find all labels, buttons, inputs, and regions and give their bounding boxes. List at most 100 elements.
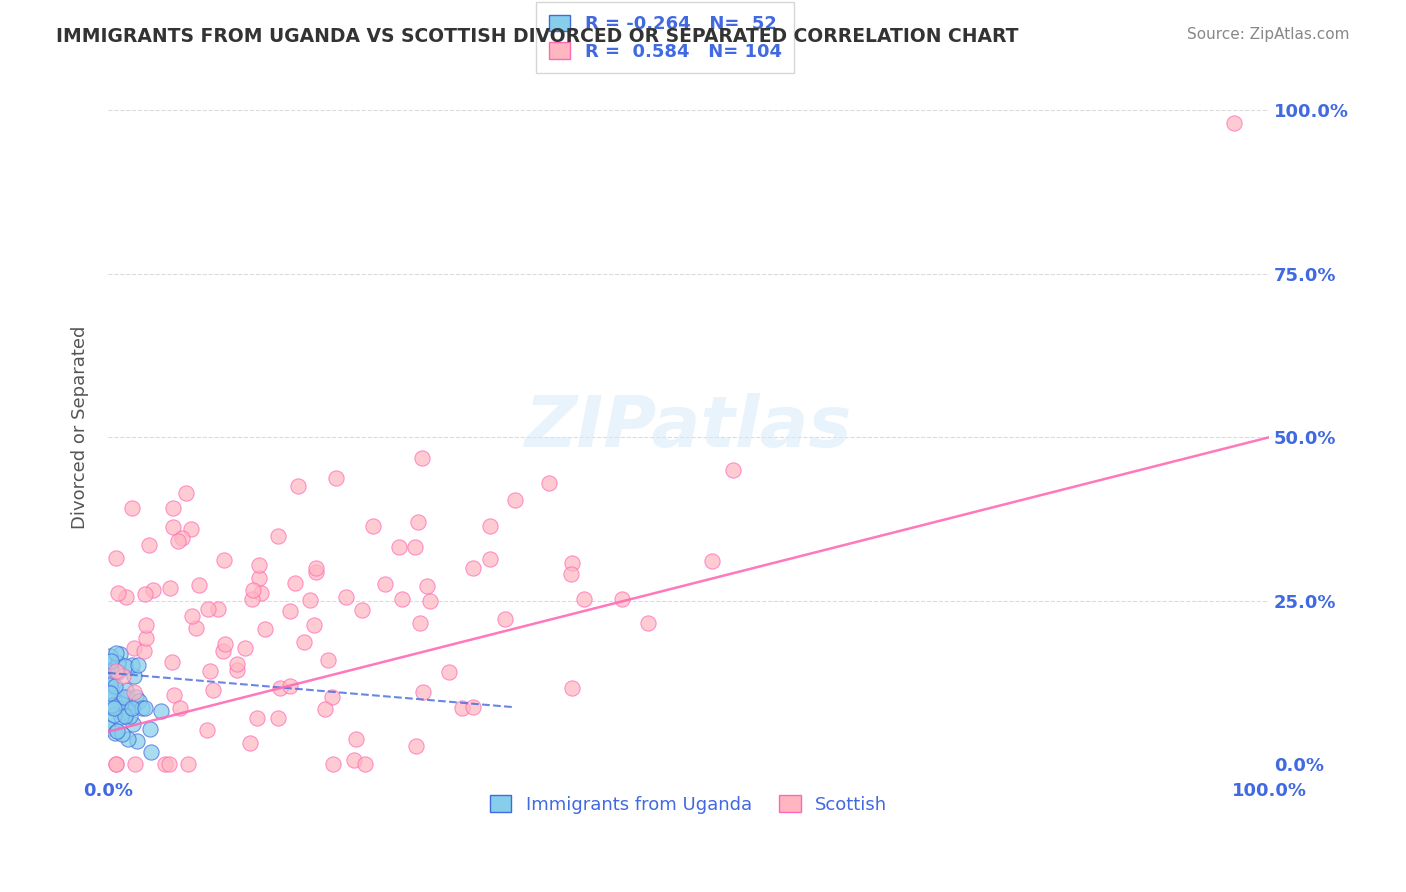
Point [162, 501, 184, 516]
Point [212, 553, 235, 567]
Point [198, 664, 221, 678]
Point [405, 739, 427, 753]
Point [267, 711, 290, 725]
Point [101, 698, 124, 712]
Y-axis label: Divorced or Separated: Divorced or Separated [72, 326, 89, 529]
Point [197, 602, 219, 616]
Point [302, 617, 325, 632]
Point [233, 641, 256, 656]
Point [160, 655, 183, 669]
Point [350, 603, 373, 617]
Point [107, 665, 129, 680]
Point [150, 704, 173, 718]
Point [104, 679, 127, 693]
Point [374, 577, 396, 591]
Point [354, 757, 377, 772]
Point [437, 665, 460, 679]
Point [561, 556, 583, 570]
Point [343, 753, 366, 767]
Point [142, 583, 165, 598]
Point [103, 662, 125, 676]
Point [98, 699, 121, 714]
Point [98, 648, 121, 663]
Point [104, 726, 127, 740]
Point [561, 681, 583, 695]
Point [104, 550, 127, 565]
Point [172, 532, 194, 546]
Point [100, 675, 122, 690]
Point [321, 690, 343, 704]
Point [141, 745, 163, 759]
Text: IMMIGRANTS FROM UGANDA VS SCOTTISH DIVORCED OR SEPARATED CORRELATION CHART: IMMIGRANTS FROM UGANDA VS SCOTTISH DIVOR… [56, 27, 1019, 45]
Point [127, 734, 149, 748]
Point [284, 575, 307, 590]
Point [169, 701, 191, 715]
Point [163, 688, 186, 702]
Point [322, 757, 344, 772]
Point [174, 486, 197, 500]
Point [166, 534, 188, 549]
Point [104, 646, 127, 660]
Point [112, 690, 135, 704]
Point [463, 560, 485, 574]
Point [124, 757, 146, 772]
Point [132, 644, 155, 658]
Point [134, 701, 156, 715]
Point [97, 722, 120, 736]
Point [97, 712, 120, 726]
Point [97, 685, 120, 699]
Point [494, 612, 516, 626]
Point [278, 679, 301, 693]
Point [111, 727, 134, 741]
Text: Source: ZipAtlas.com: Source: ZipAtlas.com [1187, 27, 1350, 42]
Point [388, 540, 411, 554]
Point [107, 586, 129, 600]
Point [188, 578, 211, 592]
Point [214, 637, 236, 651]
Point [103, 701, 125, 715]
Point [361, 518, 384, 533]
Point [247, 558, 270, 573]
Point [247, 571, 270, 585]
Point [121, 700, 143, 714]
Point [114, 709, 136, 723]
Point [125, 690, 148, 704]
Point [404, 540, 426, 554]
Point [201, 682, 224, 697]
Point [242, 582, 264, 597]
Point [114, 659, 136, 673]
Point [122, 685, 145, 699]
Point [120, 709, 142, 723]
Point [280, 604, 302, 618]
Point [180, 522, 202, 536]
Point [114, 707, 136, 722]
Point [246, 711, 269, 725]
Point [1223, 116, 1246, 130]
Point [101, 689, 124, 703]
Point [104, 664, 127, 678]
Point [419, 594, 441, 608]
Point [128, 693, 150, 707]
Point [122, 641, 145, 656]
Point [159, 581, 181, 595]
Point [226, 663, 249, 677]
Point [269, 681, 291, 696]
Point [98, 686, 121, 700]
Point [135, 617, 157, 632]
Point [100, 654, 122, 668]
Point [117, 731, 139, 746]
Point [121, 657, 143, 672]
Point [505, 493, 527, 508]
Point [479, 518, 502, 533]
Point [111, 668, 134, 682]
Point [478, 551, 501, 566]
Point [110, 709, 132, 723]
Point [131, 701, 153, 715]
Point [450, 701, 472, 715]
Point [134, 587, 156, 601]
Point [240, 591, 263, 606]
Point [122, 669, 145, 683]
Point [314, 702, 336, 716]
Point [186, 621, 208, 635]
Point [637, 616, 659, 631]
